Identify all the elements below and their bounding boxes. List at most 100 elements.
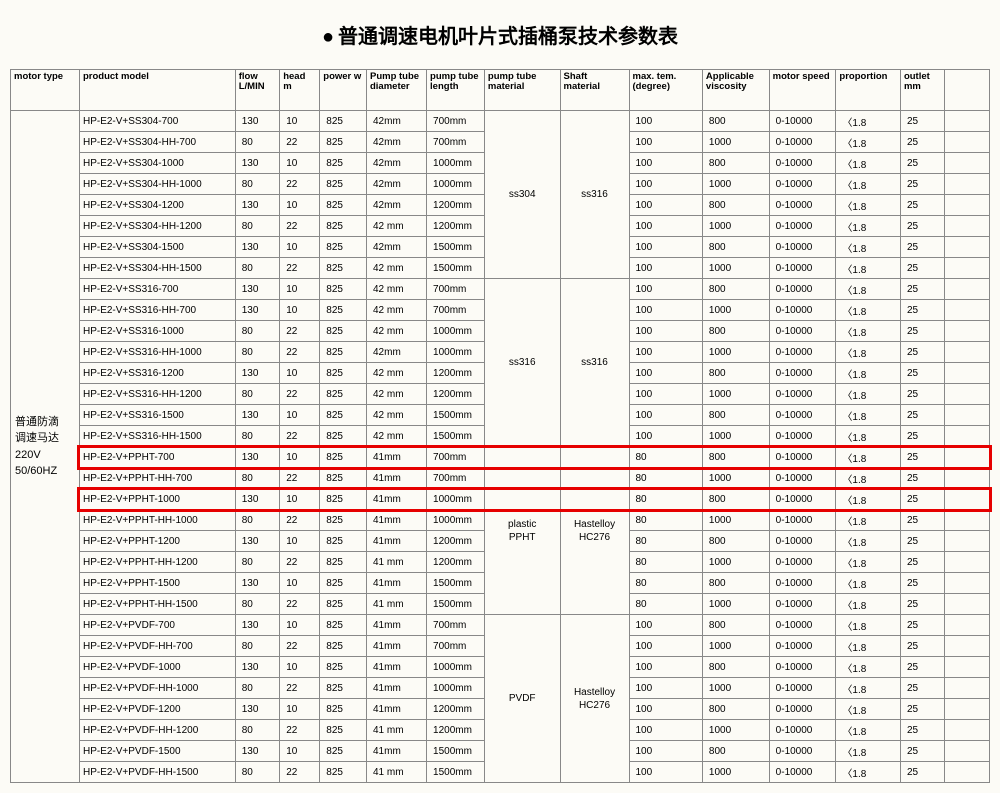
cell-model: HP-E2-V+SS316-HH-1500 (79, 426, 235, 447)
cell-len: 1200mm (427, 195, 485, 216)
cell-len: 700mm (427, 468, 485, 489)
cell-model: HP-E2-V+PVDF-HH-1200 (79, 720, 235, 741)
cell-empty (945, 531, 990, 552)
cell-speed: 0-10000 (769, 132, 836, 153)
cell-empty (945, 153, 990, 174)
cell-visc: 1000 (702, 720, 769, 741)
cell-power: 825 (320, 300, 367, 321)
cell-len: 1200mm (427, 216, 485, 237)
cell-model: HP-E2-V+PVDF-700 (79, 615, 235, 636)
cell-prop: 〈1.8 (836, 342, 901, 363)
cell-out: 25 (900, 384, 945, 405)
cell-out: 25 (900, 489, 945, 510)
cell-head: 22 (280, 258, 320, 279)
cell-flow: 80 (235, 426, 280, 447)
cell-len: 1500mm (427, 594, 485, 615)
cell-prop: 〈1.8 (836, 657, 901, 678)
cell-shaft-material: ss316 (560, 111, 629, 279)
cell-dia: 42mm (366, 174, 426, 195)
cell-len: 1500mm (427, 762, 485, 783)
cell-flow: 130 (235, 531, 280, 552)
cell-flow: 130 (235, 111, 280, 132)
cell-prop: 〈1.8 (836, 510, 901, 531)
cell-visc: 800 (702, 531, 769, 552)
cell-flow: 130 (235, 615, 280, 636)
cell-power: 825 (320, 195, 367, 216)
cell-power: 825 (320, 279, 367, 300)
cell-flow: 130 (235, 153, 280, 174)
cell-model: HP-E2-V+SS304-HH-1500 (79, 258, 235, 279)
cell-visc: 800 (702, 321, 769, 342)
cell-visc: 1000 (702, 762, 769, 783)
cell-power: 825 (320, 636, 367, 657)
cell-len: 1000mm (427, 153, 485, 174)
cell-shaft-material: HastelloyHC276 (560, 447, 629, 615)
cell-head: 10 (280, 741, 320, 762)
cell-power: 825 (320, 111, 367, 132)
header-row: motor typeproduct modelflow L/MINhead mp… (11, 70, 990, 111)
cell-prop: 〈1.8 (836, 195, 901, 216)
cell-dia: 41mm (366, 636, 426, 657)
cell-empty (945, 468, 990, 489)
cell-visc: 800 (702, 111, 769, 132)
cell-visc: 1000 (702, 174, 769, 195)
cell-max: 100 (629, 300, 702, 321)
cell-prop: 〈1.8 (836, 426, 901, 447)
cell-head: 22 (280, 762, 320, 783)
cell-out: 25 (900, 132, 945, 153)
cell-visc: 1000 (702, 216, 769, 237)
col-header: product model (79, 70, 235, 111)
cell-power: 825 (320, 447, 367, 468)
cell-out: 25 (900, 426, 945, 447)
cell-visc: 1000 (702, 258, 769, 279)
cell-prop: 〈1.8 (836, 111, 901, 132)
cell-len: 1000mm (427, 678, 485, 699)
col-header: proportion (836, 70, 901, 111)
cell-power: 825 (320, 552, 367, 573)
cell-len: 1500mm (427, 237, 485, 258)
cell-flow: 130 (235, 447, 280, 468)
cell-empty (945, 195, 990, 216)
cell-max: 100 (629, 111, 702, 132)
cell-speed: 0-10000 (769, 468, 836, 489)
cell-flow: 80 (235, 678, 280, 699)
cell-head: 10 (280, 405, 320, 426)
cell-model: HP-E2-V+PVDF-1500 (79, 741, 235, 762)
cell-empty (945, 321, 990, 342)
cell-prop: 〈1.8 (836, 321, 901, 342)
cell-visc: 1000 (702, 636, 769, 657)
cell-out: 25 (900, 237, 945, 258)
cell-head: 22 (280, 426, 320, 447)
cell-empty (945, 741, 990, 762)
cell-out: 25 (900, 342, 945, 363)
cell-visc: 800 (702, 279, 769, 300)
cell-dia: 42mm (366, 132, 426, 153)
table-row: HP-E2-V+PPHT-7001301082541mm700mmplastic… (11, 447, 990, 468)
cell-max: 100 (629, 720, 702, 741)
cell-flow: 130 (235, 699, 280, 720)
cell-prop: 〈1.8 (836, 405, 901, 426)
cell-model: HP-E2-V+SS304-1200 (79, 195, 235, 216)
cell-len: 700mm (427, 300, 485, 321)
cell-max: 100 (629, 762, 702, 783)
cell-empty (945, 384, 990, 405)
cell-len: 700mm (427, 279, 485, 300)
cell-visc: 800 (702, 657, 769, 678)
cell-empty (945, 573, 990, 594)
cell-head: 10 (280, 300, 320, 321)
col-header: Pump tube diameter (366, 70, 426, 111)
cell-prop: 〈1.8 (836, 300, 901, 321)
cell-speed: 0-10000 (769, 720, 836, 741)
cell-tube-material: plasticPPHT (484, 447, 560, 615)
cell-empty (945, 594, 990, 615)
cell-max: 100 (629, 342, 702, 363)
cell-model: HP-E2-V+PPHT-HH-1000 (79, 510, 235, 531)
cell-power: 825 (320, 531, 367, 552)
cell-empty (945, 552, 990, 573)
cell-empty (945, 216, 990, 237)
cell-dia: 42 mm (366, 321, 426, 342)
cell-len: 700mm (427, 447, 485, 468)
cell-speed: 0-10000 (769, 300, 836, 321)
cell-max: 100 (629, 699, 702, 720)
cell-out: 25 (900, 363, 945, 384)
